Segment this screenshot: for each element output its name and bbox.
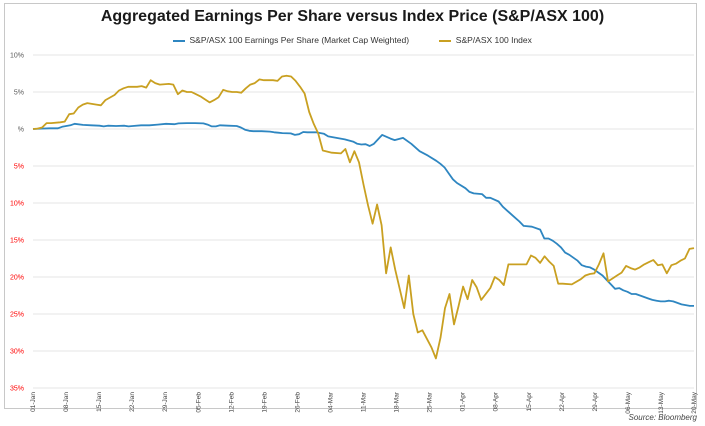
x-tick-label: 25-Mar <box>427 391 434 412</box>
x-tick-label: 20-May <box>691 391 698 413</box>
x-tick-label: 01-Jan <box>30 392 37 412</box>
chart-legend: S&P/ASX 100 Earnings Per Share (Market C… <box>0 35 705 45</box>
x-tick-label: 08-Apr <box>493 391 500 411</box>
x-tick-label: 12-Feb <box>228 392 235 413</box>
x-tick-label: 04-Mar <box>327 391 334 412</box>
x-axis-ticks: 01-Jan 08-Jan 15-Jan 22-Jan 29-Jan 05-Feb 12-F… <box>30 391 698 414</box>
x-tick-label: 26-Feb <box>294 392 301 413</box>
x-tick-label: 08-Jan <box>63 392 70 412</box>
legend-item-eps: S&P/ASX 100 Earnings Per Share (Market C… <box>173 35 409 45</box>
x-tick-label: 01-Apr <box>460 391 467 411</box>
y-tick-label: 15% <box>10 238 24 245</box>
y-tick-label: 25% <box>10 312 24 319</box>
series-line-eps <box>32 122 694 307</box>
y-tick-label: 10% <box>10 201 24 208</box>
gridlines <box>33 54 694 389</box>
x-tick-label: 05-Feb <box>195 392 202 413</box>
x-tick-label: 29-Apr <box>592 391 599 411</box>
chart-title: Aggregated Earnings Per Share versus Ind… <box>100 8 605 25</box>
y-tick-label: 5% <box>14 164 24 171</box>
x-tick-label: 19-Feb <box>261 392 268 413</box>
y-tick-label: % <box>18 127 24 134</box>
legend-swatch-index <box>439 39 452 42</box>
source-note: Source: Bloomberg <box>628 413 697 422</box>
y-tick-label: 5% <box>14 90 24 97</box>
x-tick-label: 15-Jan <box>96 392 103 412</box>
legend-label-eps: S&P/ASX 100 Earnings Per Share (Market C… <box>189 35 410 45</box>
legend-label-index: S&P/ASX 100 Index <box>455 35 532 45</box>
x-tick-label: 06-May <box>625 391 632 413</box>
y-tick-label: 30% <box>10 349 24 356</box>
x-tick-label: 15-Apr <box>526 391 533 411</box>
legend-item-index: S&P/ASX 100 Index <box>439 35 532 45</box>
legend-swatch-eps <box>173 39 186 42</box>
x-tick-label: 22-Apr <box>559 391 566 411</box>
y-axis-ticks: 10% 5%% 5% 10% 15% 20% 25% 30% 35% <box>10 53 24 393</box>
x-tick-label: 11-Mar <box>361 391 368 412</box>
y-tick-label: 10% <box>10 53 24 60</box>
x-tick-label: 18-Mar <box>394 391 401 412</box>
chart-frame <box>4 3 697 409</box>
x-tick-label: 29-Jan <box>162 392 169 412</box>
y-tick-label: 35% <box>10 386 24 393</box>
series-line-index <box>32 74 695 360</box>
series-lines <box>32 74 695 360</box>
x-tick-label: 22-Jan <box>129 392 136 412</box>
x-tick-label: 13-May <box>658 391 665 413</box>
y-tick-label: 20% <box>10 275 24 282</box>
